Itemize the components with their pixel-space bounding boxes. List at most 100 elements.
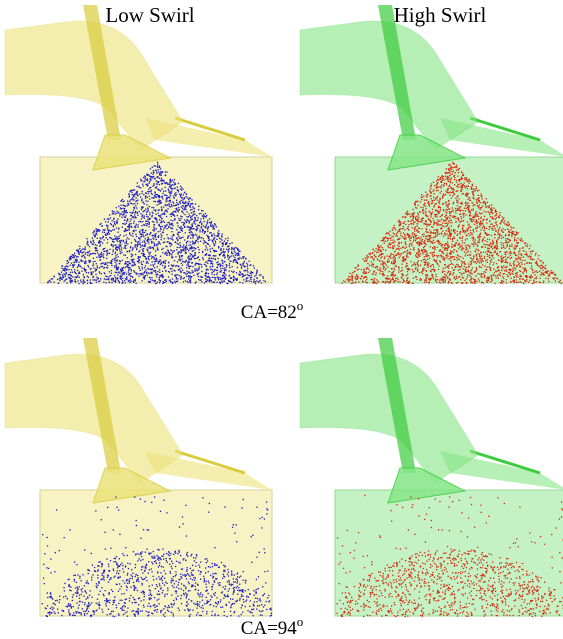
particle — [181, 276, 182, 277]
particle — [437, 229, 438, 230]
particle — [557, 278, 558, 279]
particle — [151, 207, 152, 208]
particle — [518, 261, 519, 262]
particle — [134, 239, 135, 240]
particle — [235, 279, 236, 280]
particle — [416, 235, 417, 236]
particle — [136, 224, 137, 225]
particle — [90, 241, 91, 242]
particle — [92, 237, 93, 238]
particle — [457, 200, 458, 201]
particle — [130, 219, 131, 220]
particle — [244, 261, 245, 262]
particle — [108, 252, 109, 253]
particle — [93, 261, 94, 262]
particle — [466, 177, 467, 178]
particle — [487, 244, 488, 245]
particle — [536, 270, 537, 271]
particle — [156, 258, 157, 259]
particle — [423, 259, 424, 260]
particle — [409, 269, 410, 270]
particle — [107, 265, 108, 266]
particle — [497, 274, 498, 275]
particle — [440, 179, 441, 180]
particle — [67, 263, 68, 264]
particle — [115, 247, 116, 248]
particle — [245, 258, 246, 259]
particle — [154, 165, 155, 166]
particle — [123, 208, 124, 209]
particle — [215, 255, 216, 256]
particle — [454, 184, 455, 185]
particle — [468, 233, 469, 234]
particle — [165, 265, 166, 266]
particle — [204, 215, 205, 216]
particle — [135, 234, 136, 235]
particle — [471, 243, 472, 244]
particle — [435, 210, 436, 211]
particle — [454, 167, 455, 168]
particle — [158, 235, 159, 236]
particle — [183, 261, 184, 262]
particle — [403, 232, 404, 233]
particle — [116, 263, 117, 264]
particle — [125, 261, 126, 262]
particle — [78, 265, 79, 266]
particle — [235, 252, 236, 253]
particle — [86, 238, 87, 239]
particle — [421, 237, 422, 238]
particle — [462, 227, 463, 228]
particle — [85, 261, 86, 262]
particle — [485, 240, 486, 241]
particle — [455, 218, 456, 219]
particle — [200, 213, 201, 214]
particle — [190, 220, 191, 221]
particle — [256, 275, 257, 276]
particle — [432, 276, 433, 277]
particle — [250, 279, 251, 280]
particle — [427, 253, 428, 254]
particle — [480, 221, 481, 222]
particle — [425, 251, 426, 252]
particle — [460, 256, 461, 257]
particle — [191, 216, 192, 217]
particle — [131, 270, 132, 271]
particle — [522, 260, 523, 261]
particle — [162, 226, 163, 227]
particle — [448, 186, 449, 187]
particle — [448, 206, 449, 207]
particle — [436, 224, 437, 225]
particle — [463, 229, 464, 230]
particle — [134, 208, 135, 209]
particle — [387, 266, 388, 267]
particle — [228, 255, 229, 256]
particle — [181, 216, 182, 217]
particle — [532, 269, 533, 270]
particle — [486, 280, 487, 281]
particle — [543, 282, 544, 283]
particle — [445, 267, 446, 268]
particle — [521, 238, 522, 239]
particle — [62, 265, 63, 266]
particle — [372, 257, 373, 258]
particle — [190, 241, 191, 242]
particle — [171, 224, 172, 225]
particle — [498, 216, 499, 217]
particle — [99, 280, 100, 281]
particle — [88, 272, 89, 273]
particle — [237, 262, 238, 263]
particle — [119, 263, 120, 264]
particle — [506, 282, 507, 283]
particle — [181, 267, 182, 268]
particle — [425, 206, 426, 207]
particle — [404, 217, 405, 218]
particle — [177, 274, 178, 275]
particle — [474, 224, 475, 225]
particle — [123, 267, 124, 268]
particle — [174, 216, 175, 217]
particle — [472, 185, 473, 186]
particle — [141, 234, 142, 235]
particle — [225, 269, 226, 270]
particle — [413, 271, 414, 272]
particle — [133, 203, 134, 204]
